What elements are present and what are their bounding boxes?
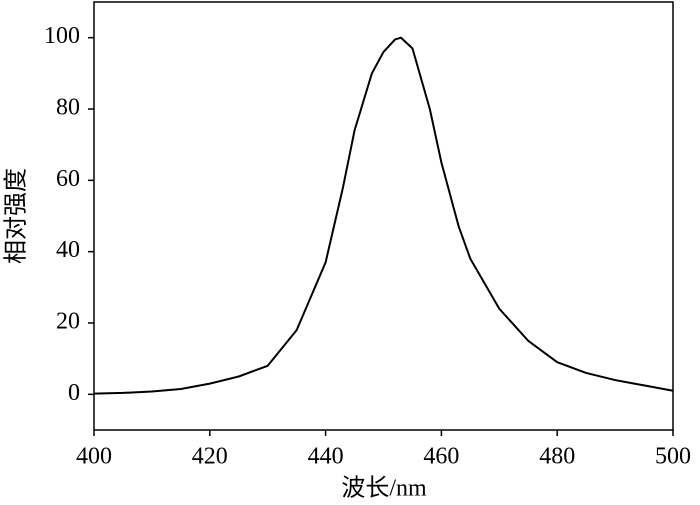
y-tick-label: 20 bbox=[56, 309, 80, 335]
y-tick-label: 0 bbox=[68, 380, 80, 406]
y-tick-label: 60 bbox=[56, 166, 80, 192]
y-tick-label: 80 bbox=[56, 95, 80, 121]
y-axis-label: 相对强度 bbox=[3, 168, 30, 264]
x-tick-label: 460 bbox=[423, 444, 459, 470]
x-axis-label: 波长/nm bbox=[341, 475, 427, 502]
plot-frame bbox=[93, 1, 674, 431]
y-tick-label: 100 bbox=[44, 23, 80, 49]
y-tick-label: 40 bbox=[56, 237, 80, 263]
x-tick-label: 500 bbox=[655, 444, 691, 470]
x-tick-label: 480 bbox=[539, 444, 575, 470]
x-tick-label: 400 bbox=[76, 444, 112, 470]
line bbox=[93, 36, 674, 395]
x-tick-label: 440 bbox=[308, 444, 344, 470]
x-tick-label: 420 bbox=[192, 444, 228, 470]
